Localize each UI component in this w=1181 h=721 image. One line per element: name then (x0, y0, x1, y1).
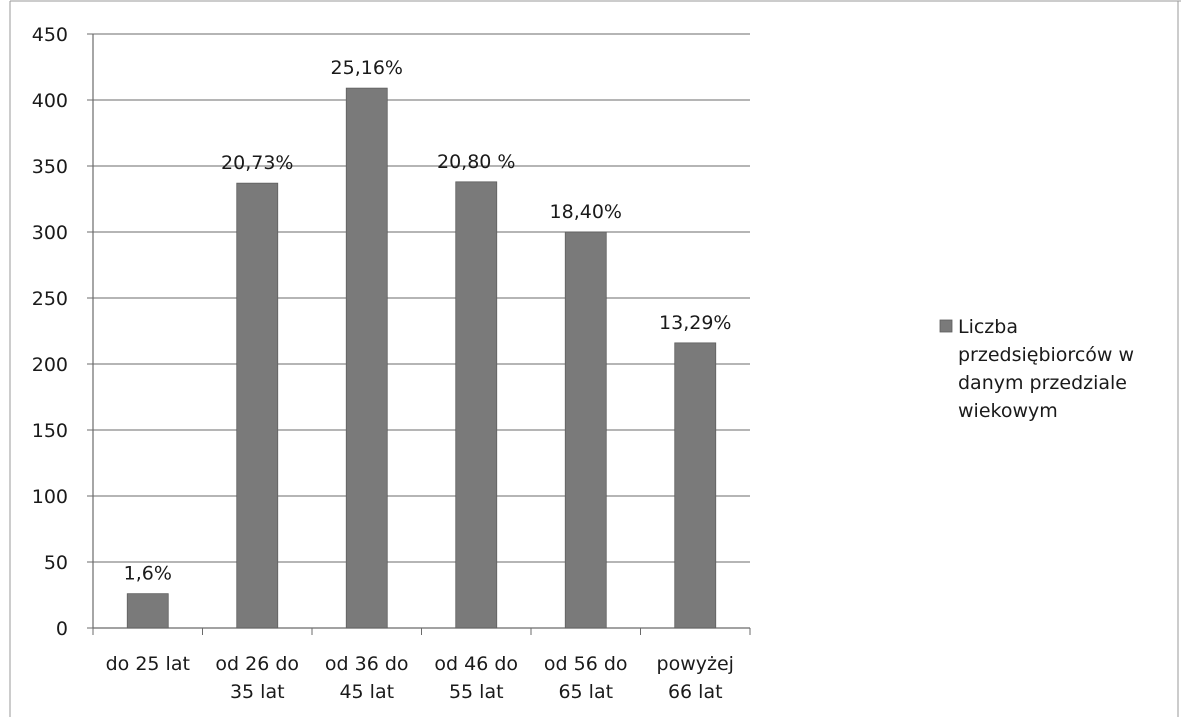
category-label: do 25 lat (106, 653, 190, 675)
data-label: 13,29% (659, 312, 731, 334)
data-label: 1,6% (124, 563, 172, 585)
y-tick-label: 350 (32, 156, 68, 178)
y-tick-label: 400 (32, 90, 68, 112)
legend-swatch (939, 319, 953, 333)
bar (455, 181, 498, 629)
y-tick-label: 300 (32, 222, 68, 244)
bar (674, 342, 717, 629)
category-label: 35 lat (230, 681, 285, 703)
category-label: od 26 do (215, 653, 299, 675)
axes (92, 34, 751, 635)
category-label: od 56 do (544, 653, 628, 675)
legend: Liczba przedsiębiorców w danym przedziale w… (939, 316, 1134, 422)
data-label: 18,40% (550, 201, 622, 223)
y-tick-label: 100 (32, 486, 68, 508)
category-label: od 46 do (434, 653, 518, 675)
y-tick-label: 450 (32, 24, 68, 46)
bar (236, 182, 279, 629)
bar (345, 87, 388, 629)
bar (564, 231, 607, 629)
legend-label: danym przedziale (958, 372, 1127, 394)
category-label: 55 lat (449, 681, 504, 703)
bar (126, 593, 169, 629)
category-label: powyżej (657, 653, 734, 675)
y-tick-label: 50 (44, 552, 68, 574)
y-tick-labels: 0 50 100 150 200 250 300 350 400 450 (32, 24, 68, 640)
category-label: 45 lat (339, 681, 394, 703)
category-label: 66 lat (668, 681, 723, 703)
data-label: 20,80 % (437, 151, 516, 173)
y-tick-label: 0 (56, 618, 68, 640)
bars (126, 87, 717, 629)
category-label: od 36 do (325, 653, 409, 675)
legend-label: wiekowym (958, 400, 1058, 422)
legend-label: Liczba (958, 316, 1018, 338)
chart-border (9, 0, 1181, 717)
category-labels: do 25 lat od 26 do 35 lat od 36 do 45 lat od … (106, 653, 734, 703)
y-tick-label: 150 (32, 420, 68, 442)
y-tick-label: 200 (32, 354, 68, 376)
category-label: 65 lat (558, 681, 613, 703)
data-label: 20,73% (221, 152, 293, 174)
data-labels: 1,6% 20,73% 25,16% 20,80 % 18,40% 13,29% (124, 57, 732, 585)
y-tick-label: 250 (32, 288, 68, 310)
legend-label: przedsiębiorców w (958, 344, 1134, 366)
gridlines (87, 33, 750, 629)
data-label: 25,16% (331, 57, 403, 79)
